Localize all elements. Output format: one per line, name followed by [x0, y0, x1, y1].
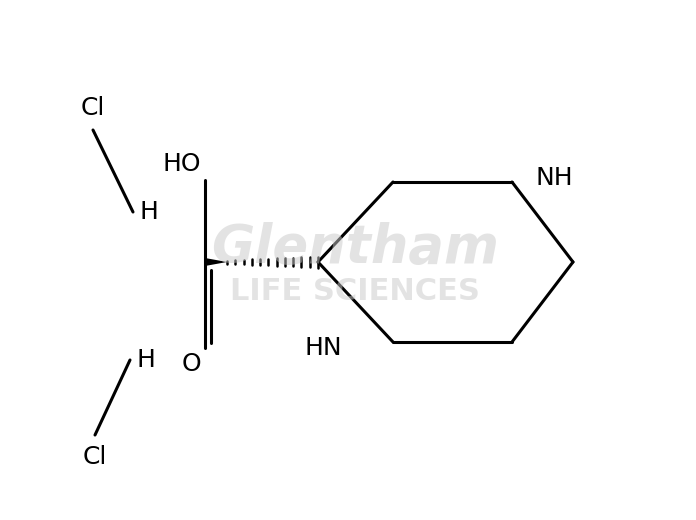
Text: H: H	[139, 200, 158, 224]
Text: HN: HN	[304, 336, 342, 360]
Text: O: O	[182, 352, 201, 376]
Text: Cl: Cl	[81, 96, 105, 120]
Text: H: H	[136, 348, 155, 372]
Text: LIFE SCIENCES: LIFE SCIENCES	[230, 278, 480, 306]
Text: Cl: Cl	[83, 445, 107, 469]
Polygon shape	[205, 258, 227, 266]
Text: Glentham: Glentham	[211, 222, 499, 274]
Text: NH: NH	[535, 166, 573, 190]
Text: HO: HO	[162, 152, 201, 176]
